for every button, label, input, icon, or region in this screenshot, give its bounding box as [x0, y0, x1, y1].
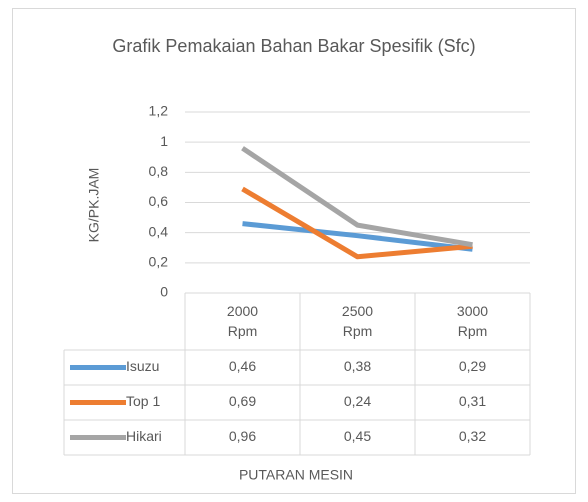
y-tick-label: 0,6 — [149, 193, 169, 209]
line — [241, 186, 473, 260]
legend-label: Isuzu — [126, 358, 159, 374]
data-label: 0,96 — [229, 428, 256, 444]
x-tick-label: 3000 Rpm — [456, 303, 489, 339]
chart-title: Grafik Pemakaian Bahan Bakar Spesifik (S… — [112, 36, 475, 56]
data-label: 0,45 — [344, 428, 371, 444]
line — [241, 146, 473, 248]
y-tick-label: 1 — [160, 133, 168, 149]
chart-border — [12, 8, 576, 494]
data-label: 0,31 — [459, 393, 486, 409]
y-tick-label: 0,8 — [149, 163, 169, 179]
data-label: 0,38 — [344, 358, 371, 374]
data-label: 0,29 — [459, 358, 486, 374]
y-tick-label: 1,2 — [149, 103, 169, 119]
data-label: 0,32 — [459, 428, 486, 444]
data-label: 0,46 — [229, 358, 256, 374]
y-tick-label: 0,2 — [149, 254, 169, 270]
x-tick-label: 2000 Rpm — [226, 303, 259, 339]
legend-label: Hikari — [126, 428, 162, 444]
x-tick-label: 2500 Rpm — [341, 303, 374, 339]
line — [242, 221, 473, 252]
data-label: 0,69 — [229, 393, 256, 409]
legend-label: Top 1 — [126, 393, 160, 409]
y-tick-label: 0,4 — [149, 223, 169, 239]
x-axis-title: PUTARAN MESIN — [239, 467, 353, 483]
y-axis-title: KG/PK.JAM — [86, 168, 102, 243]
data-label: 0,24 — [344, 393, 371, 409]
y-tick-label: 0 — [160, 284, 168, 300]
